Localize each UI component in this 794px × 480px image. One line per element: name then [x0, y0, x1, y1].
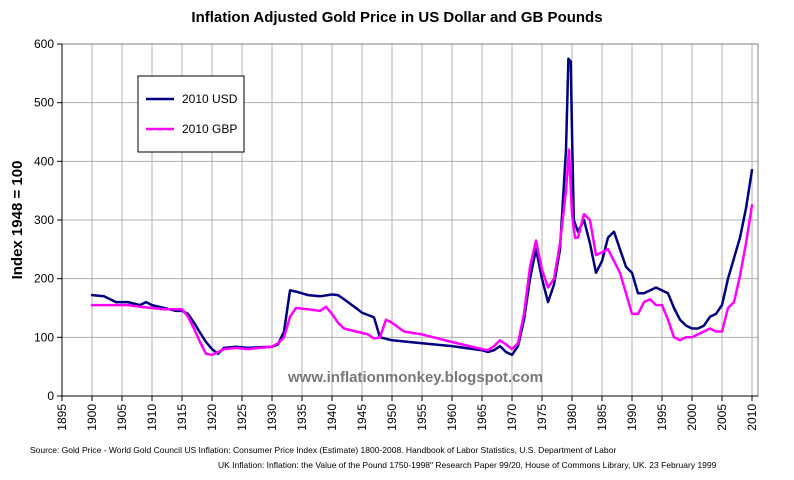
- legend-box: [137, 75, 245, 153]
- x-tick-label: 2000: [685, 404, 699, 431]
- x-tick-label: 1965: [475, 404, 489, 431]
- x-tick-label: 1940: [325, 404, 339, 431]
- source-line-1: Source: Gold Price - World Gold Council …: [30, 445, 616, 455]
- y-tick-label: 500: [34, 96, 54, 110]
- x-tick-label: 1970: [505, 404, 519, 431]
- y-tick-label: 100: [34, 330, 54, 344]
- x-tick-label: 1950: [385, 404, 399, 431]
- x-tick-label: 1980: [565, 404, 579, 431]
- series-layer: [90, 57, 754, 357]
- x-tick-label: 1995: [655, 404, 669, 431]
- series-line-gbp: [90, 148, 754, 357]
- legend-label-gbp: 2010 GBP: [182, 122, 237, 136]
- x-tick-label: 1905: [115, 404, 129, 431]
- y-tick-label: 200: [34, 272, 54, 286]
- y-tick-label: 0: [47, 389, 54, 403]
- x-tick-label: 1985: [595, 404, 609, 431]
- x-tick-label: 1930: [265, 404, 279, 431]
- x-tick-label: 1895: [55, 404, 69, 431]
- x-tick-label: 1955: [415, 404, 429, 431]
- y-tick-labels: 0 100 200 300 400 500 600: [34, 37, 54, 403]
- x-tick-label: 1960: [445, 404, 459, 431]
- y-tick-label: 600: [34, 37, 54, 51]
- legend: 2010 USD 2010 GBP: [137, 75, 245, 153]
- x-tick-labels: 1895 1900 1905 1910 1915 1920 1925 1930 1935 1940…: [55, 404, 759, 431]
- y-tick-label: 400: [34, 154, 54, 168]
- x-tick-label: 2005: [715, 404, 729, 431]
- x-tick-label: 1975: [535, 404, 549, 431]
- x-tick-label: 1945: [355, 404, 369, 431]
- y-axis-label: Index 1948 = 100: [9, 161, 26, 280]
- x-tick-label: 1935: [295, 404, 309, 431]
- source-line-2: UK Inflation: Inflation: the Value of th…: [218, 460, 717, 470]
- x-tick-label: 1910: [145, 404, 159, 431]
- x-tick-label: 2010: [745, 404, 759, 431]
- x-tick-label: 1925: [235, 404, 249, 431]
- x-tick-label: 1900: [85, 404, 99, 431]
- x-tick-label: 1915: [175, 404, 189, 431]
- axes: [57, 43, 758, 401]
- series-line-usd: [90, 57, 754, 357]
- watermark: www.inflationmonkey.blogspot.com: [287, 369, 543, 386]
- chart-title: Inflation Adjusted Gold Price in US Doll…: [191, 9, 602, 26]
- x-tick-label: 1990: [625, 404, 639, 431]
- x-tick-label: 1920: [205, 404, 219, 431]
- y-tick-label: 300: [34, 213, 54, 227]
- legend-label-usd: 2010 USD: [182, 92, 238, 106]
